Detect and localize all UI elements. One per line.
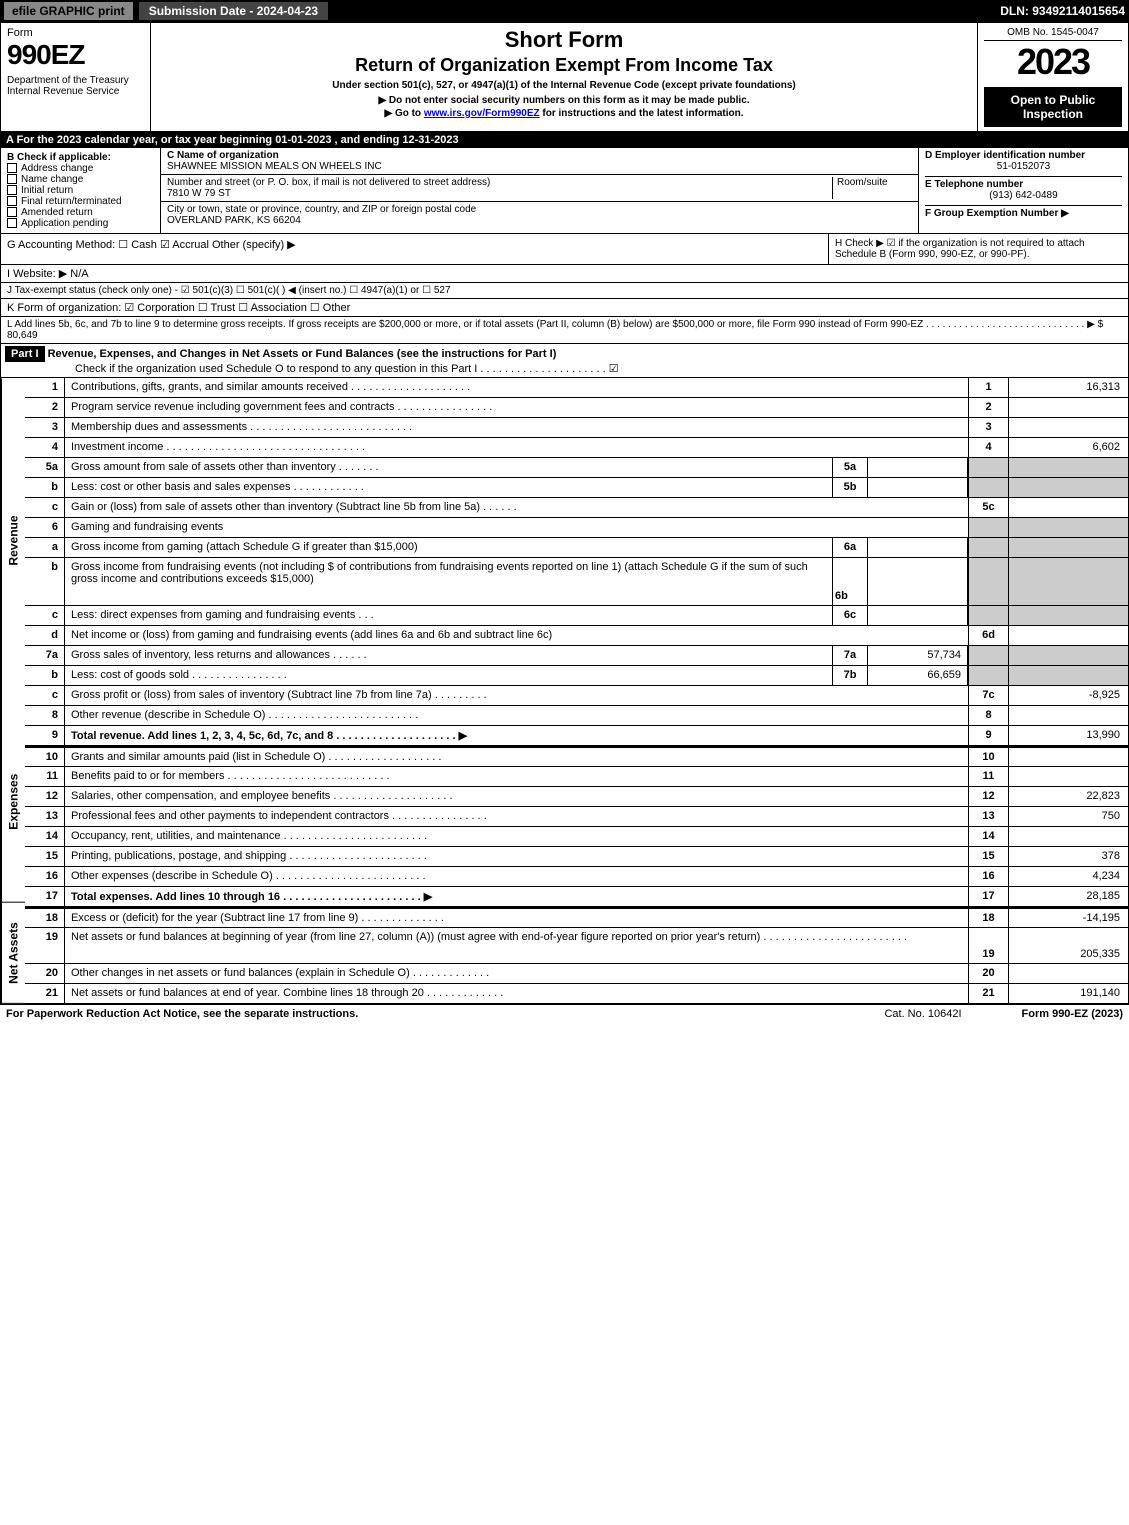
line-18: 18 Excess or (deficit) for the year (Sub… xyxy=(25,907,1128,928)
ssn-warning: ▶ Do not enter social security numbers o… xyxy=(159,95,969,106)
b-item: Application pending xyxy=(7,218,154,229)
line-7b: b Less: cost of goods sold . . . . . . .… xyxy=(25,666,1128,686)
line-1: 1 Contributions, gifts, grants, and simi… xyxy=(25,378,1128,398)
row-gh: G Accounting Method: ☐ Cash ☑ Accrual Ot… xyxy=(0,234,1129,265)
line-13: 13 Professional fees and other payments … xyxy=(25,807,1128,827)
header-center: Short Form Return of Organization Exempt… xyxy=(151,23,978,131)
line-6a: a Gross income from gaming (attach Sched… xyxy=(25,538,1128,558)
omb-number: OMB No. 1545-0047 xyxy=(984,27,1122,41)
line-8: 8 Other revenue (describe in Schedule O)… xyxy=(25,706,1128,726)
part1-sub: Check if the organization used Schedule … xyxy=(75,363,619,375)
submission-date: Submission Date - 2024-04-23 xyxy=(139,2,328,20)
netassets-sidelabel: Net Assets xyxy=(1,903,25,1004)
line-11: 11 Benefits paid to or for members . . .… xyxy=(25,767,1128,787)
g-accounting: G Accounting Method: ☐ Cash ☑ Accrual Ot… xyxy=(1,234,828,264)
line-5b: b Less: cost or other basis and sales ex… xyxy=(25,478,1128,498)
box-b: B Check if applicable: Address change Na… xyxy=(1,148,161,233)
line-7a: 7a Gross sales of inventory, less return… xyxy=(25,646,1128,666)
line-12: 12 Salaries, other compensation, and emp… xyxy=(25,787,1128,807)
paperwork-notice: For Paperwork Reduction Act Notice, see … xyxy=(6,1008,358,1020)
line-7c: c Gross profit or (loss) from sales of i… xyxy=(25,686,1128,706)
line-14: 14 Occupancy, rent, utilities, and maint… xyxy=(25,827,1128,847)
e-phone: (913) 642-0489 xyxy=(925,190,1122,201)
line-6c: c Less: direct expenses from gaming and … xyxy=(25,606,1128,626)
footer: For Paperwork Reduction Act Notice, see … xyxy=(0,1004,1129,1023)
b-item: Address change xyxy=(7,163,154,174)
revenue-sidelabel: Revenue xyxy=(1,378,25,702)
line-10: 10 Grants and similar amounts paid (list… xyxy=(25,746,1128,767)
line-6d: d Net income or (loss) from gaming and f… xyxy=(25,626,1128,646)
header-left: Form 990EZ Department of the Treasury In… xyxy=(1,23,151,131)
part1-table: Revenue Expenses Net Assets 1 Contributi… xyxy=(0,378,1129,1004)
line-9: 9 Total revenue. Add lines 1, 2, 3, 4, 5… xyxy=(25,726,1128,746)
line-4: 4 Investment income . . . . . . . . . . … xyxy=(25,438,1128,458)
l-gross-receipts: L Add lines 5b, 6c, and 7b to line 9 to … xyxy=(0,317,1129,344)
c-name: C Name of organization SHAWNEE MISSION M… xyxy=(161,148,918,175)
e-label: E Telephone number xyxy=(925,179,1023,190)
line-6: 6 Gaming and fundraising events xyxy=(25,518,1128,538)
catalog-number: Cat. No. 10642I xyxy=(884,1008,961,1020)
c-city: City or town, state or province, country… xyxy=(161,202,918,228)
section-bcdef: B Check if applicable: Address change Na… xyxy=(0,148,1129,234)
topbar: efile GRAPHIC print Submission Date - 20… xyxy=(0,0,1129,22)
c-address: Number and street (or P. O. box, if mail… xyxy=(161,175,918,202)
efile-print-btn[interactable]: efile GRAPHIC print xyxy=(4,2,133,20)
part1-label: Part I xyxy=(5,346,45,362)
line-15: 15 Printing, publications, postage, and … xyxy=(25,847,1128,867)
line-20: 20 Other changes in net assets or fund b… xyxy=(25,964,1128,984)
tax-year: 2023 xyxy=(984,41,1122,83)
b-item: Name change xyxy=(7,174,154,185)
line-3: 3 Membership dues and assessments . . . … xyxy=(25,418,1128,438)
line-5c: c Gain or (loss) from sale of assets oth… xyxy=(25,498,1128,518)
part1-header: Part I Revenue, Expenses, and Changes in… xyxy=(0,344,1129,378)
irs-link[interactable]: www.irs.gov/Form990EZ xyxy=(424,108,540,119)
short-form-title: Short Form xyxy=(159,27,969,53)
room-suite: Room/suite xyxy=(832,177,912,199)
line-2: 2 Program service revenue including gove… xyxy=(25,398,1128,418)
goto-link: ▶ Go to www.irs.gov/Form990EZ for instru… xyxy=(159,108,969,119)
dln: DLN: 93492114015654 xyxy=(1000,4,1125,18)
expenses-sidelabel: Expenses xyxy=(1,702,25,903)
part1-title: Revenue, Expenses, and Changes in Net As… xyxy=(48,348,557,360)
open-inspection: Open to Public Inspection xyxy=(984,87,1122,127)
return-title: Return of Organization Exempt From Incom… xyxy=(159,55,969,76)
b-item: Amended return xyxy=(7,207,154,218)
j-tax-exempt: J Tax-exempt status (check only one) - ☑… xyxy=(0,283,1129,299)
line-17: 17 Total expenses. Add lines 10 through … xyxy=(25,887,1128,907)
line-16: 16 Other expenses (describe in Schedule … xyxy=(25,867,1128,887)
d-ein: 51-0152073 xyxy=(925,161,1122,172)
section-a: A For the 2023 calendar year, or tax yea… xyxy=(0,132,1129,148)
b-label: B Check if applicable: xyxy=(7,152,154,163)
line-19: 19 Net assets or fund balances at beginn… xyxy=(25,928,1128,964)
box-c: C Name of organization SHAWNEE MISSION M… xyxy=(161,148,918,233)
line-5a: 5a Gross amount from sale of assets othe… xyxy=(25,458,1128,478)
b-item: Final return/terminated xyxy=(7,196,154,207)
h-check: H Check ▶ ☑ if the organization is not r… xyxy=(828,234,1128,264)
department: Department of the Treasury Internal Reve… xyxy=(7,75,144,97)
under-section: Under section 501(c), 527, or 4947(a)(1)… xyxy=(159,80,969,91)
form-id: Form 990-EZ (2023) xyxy=(1022,1008,1123,1020)
d-label: D Employer identification number xyxy=(925,150,1122,161)
f-label: F Group Exemption Number ▶ xyxy=(925,208,1069,219)
topbar-left: efile GRAPHIC print Submission Date - 20… xyxy=(4,2,334,20)
line-6b: b Gross income from fundraising events (… xyxy=(25,558,1128,606)
form-number: 990EZ xyxy=(7,39,144,71)
k-org-form: K Form of organization: ☑ Corporation ☐ … xyxy=(0,299,1129,317)
header-right: OMB No. 1545-0047 2023 Open to Public In… xyxy=(978,23,1128,131)
form-header: Form 990EZ Department of the Treasury In… xyxy=(0,22,1129,132)
b-item: Initial return xyxy=(7,185,154,196)
line-21: 21 Net assets or fund balances at end of… xyxy=(25,984,1128,1004)
form-label: Form xyxy=(7,27,144,39)
box-def: D Employer identification number 51-0152… xyxy=(918,148,1128,233)
i-website: I Website: ▶ N/A xyxy=(0,265,1129,283)
